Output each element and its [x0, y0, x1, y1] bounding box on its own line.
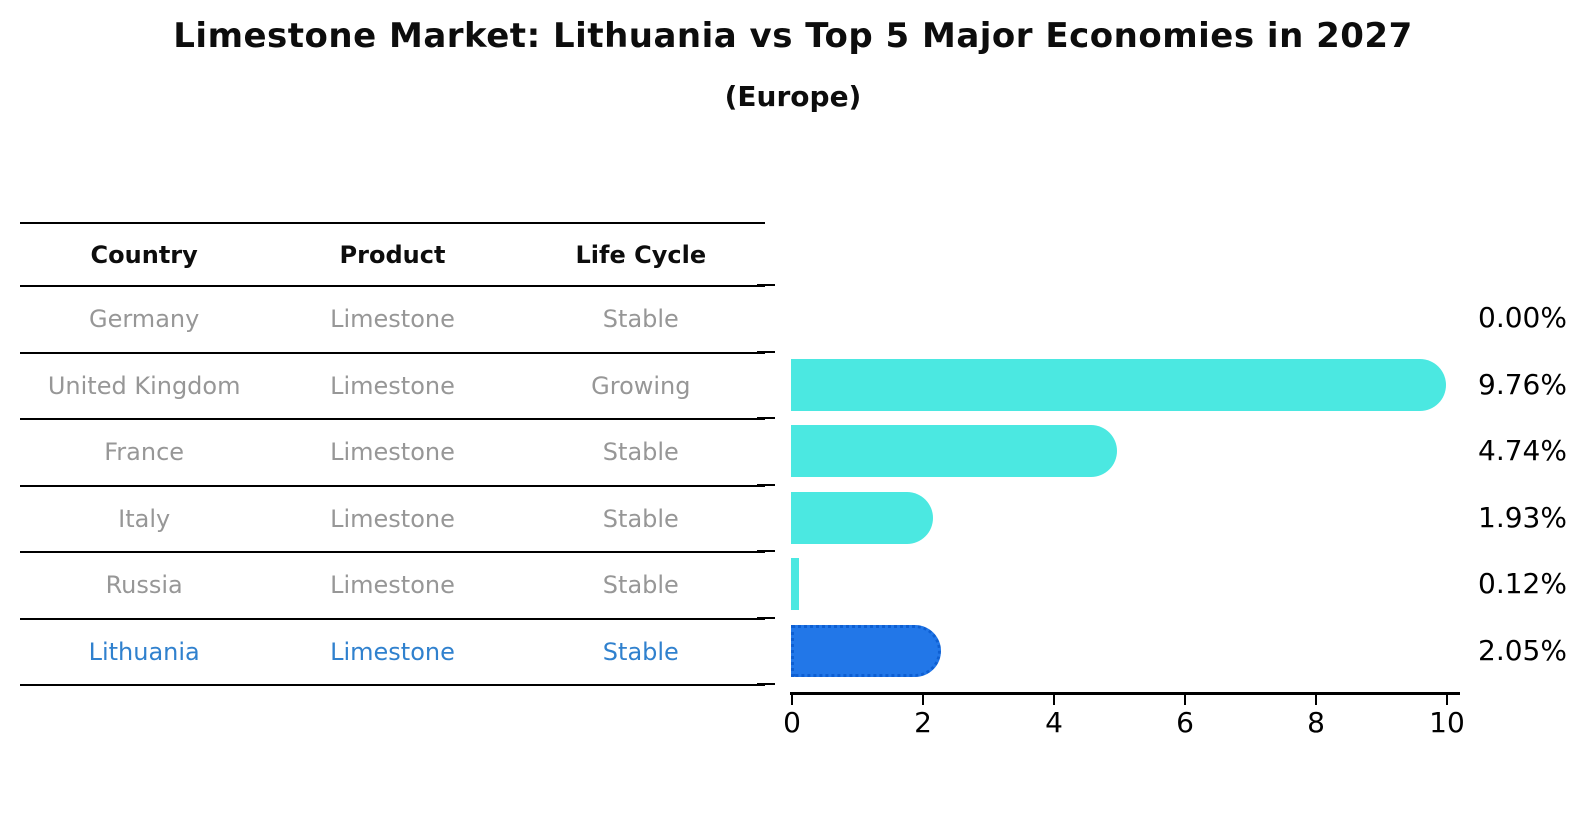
value-label-lithuania: 2.05%: [1478, 633, 1567, 667]
bar-row: [791, 551, 1446, 618]
bar-france: [791, 425, 1118, 478]
cell-life-cycle: Growing: [591, 371, 691, 400]
column-header-life-cycle: Life Cycle: [575, 240, 707, 269]
cell-life-cycle: Stable: [602, 571, 679, 600]
bar-row: [791, 352, 1446, 419]
bar-chart: [791, 285, 1446, 684]
cell-country: Germany: [89, 305, 200, 334]
table-row-lithuania: Lithuania Limestone Stable: [20, 620, 765, 686]
value-label-france: 4.74%: [1478, 434, 1567, 467]
y-axis-tick: [757, 284, 775, 286]
x-axis-tick-label: 6: [1176, 706, 1194, 739]
x-axis-tick-label: 4: [1045, 706, 1063, 739]
table-row-france: France Limestone Stable: [20, 420, 765, 487]
value-label-germany: 0.00%: [1478, 301, 1567, 334]
value-label-italy: 1.93%: [1478, 500, 1567, 534]
table-header-row: Country Product Life Cycle: [20, 224, 765, 287]
x-axis-tick: [1315, 695, 1317, 705]
column-header-country: Country: [90, 240, 198, 269]
bar-row: [791, 485, 1446, 552]
cell-product: Limestone: [330, 371, 455, 400]
cell-country: Italy: [118, 504, 171, 533]
bar-row: [791, 418, 1446, 485]
y-axis-tick: [757, 550, 775, 552]
column-header-product: Product: [339, 240, 446, 269]
cell-life-cycle: Stable: [602, 305, 679, 334]
cell-product: Limestone: [330, 438, 455, 467]
cell-country: France: [104, 438, 185, 467]
x-axis-line: [790, 692, 1460, 695]
y-axis-tick: [757, 417, 775, 419]
y-axis-tick: [757, 616, 775, 619]
bar-row: [791, 285, 1446, 352]
bar-lithuania: [791, 624, 942, 677]
cell-life-cycle: Stable: [602, 504, 679, 533]
table-row-italy: Italy Limestone Stable: [20, 487, 765, 553]
chart-title: Limestone Market: Lithuania vs Top 5 Maj…: [173, 16, 1413, 56]
cell-life-cycle: Stable: [602, 637, 679, 666]
table-row-russia: Russia Limestone Stable: [20, 553, 765, 620]
cell-country: Lithuania: [88, 637, 200, 666]
country-table: Country Product Life Cycle Germany Limes…: [20, 222, 765, 686]
y-axis-tick: [757, 683, 775, 685]
x-axis-tick: [791, 695, 793, 705]
cell-product: Limestone: [330, 504, 455, 533]
x-axis-tick-label: 8: [1307, 706, 1325, 739]
bar-italy: [791, 491, 934, 544]
y-axis-tick: [757, 483, 775, 486]
x-axis-tick: [1446, 695, 1448, 705]
cell-life-cycle: Stable: [602, 438, 679, 467]
cell-country: United Kingdom: [47, 371, 241, 400]
x-axis-tick-label: 10: [1429, 706, 1465, 739]
x-axis-tick: [922, 695, 924, 705]
y-axis-tick: [757, 350, 775, 353]
x-axis-tick: [1053, 695, 1055, 705]
cell-product: Limestone: [330, 571, 455, 600]
bar-row: [791, 618, 1446, 685]
bar-united-kingdom: [791, 358, 1446, 411]
value-label-united-kingdom: 9.76%: [1478, 367, 1567, 401]
bar-russia: [791, 558, 799, 611]
table-row-germany: Germany Limestone Stable: [20, 287, 765, 354]
cell-product: Limestone: [330, 637, 455, 666]
cell-product: Limestone: [330, 305, 455, 334]
table-row-united-kingdom: United Kingdom Limestone Growing: [20, 354, 765, 420]
x-axis-tick-label: 0: [783, 706, 801, 739]
x-axis-tick-label: 2: [914, 706, 932, 739]
x-axis-tick: [1184, 695, 1186, 705]
cell-country: Russia: [105, 571, 183, 600]
value-label-russia: 0.12%: [1478, 567, 1567, 600]
chart-subtitle: (Europe): [724, 80, 862, 113]
